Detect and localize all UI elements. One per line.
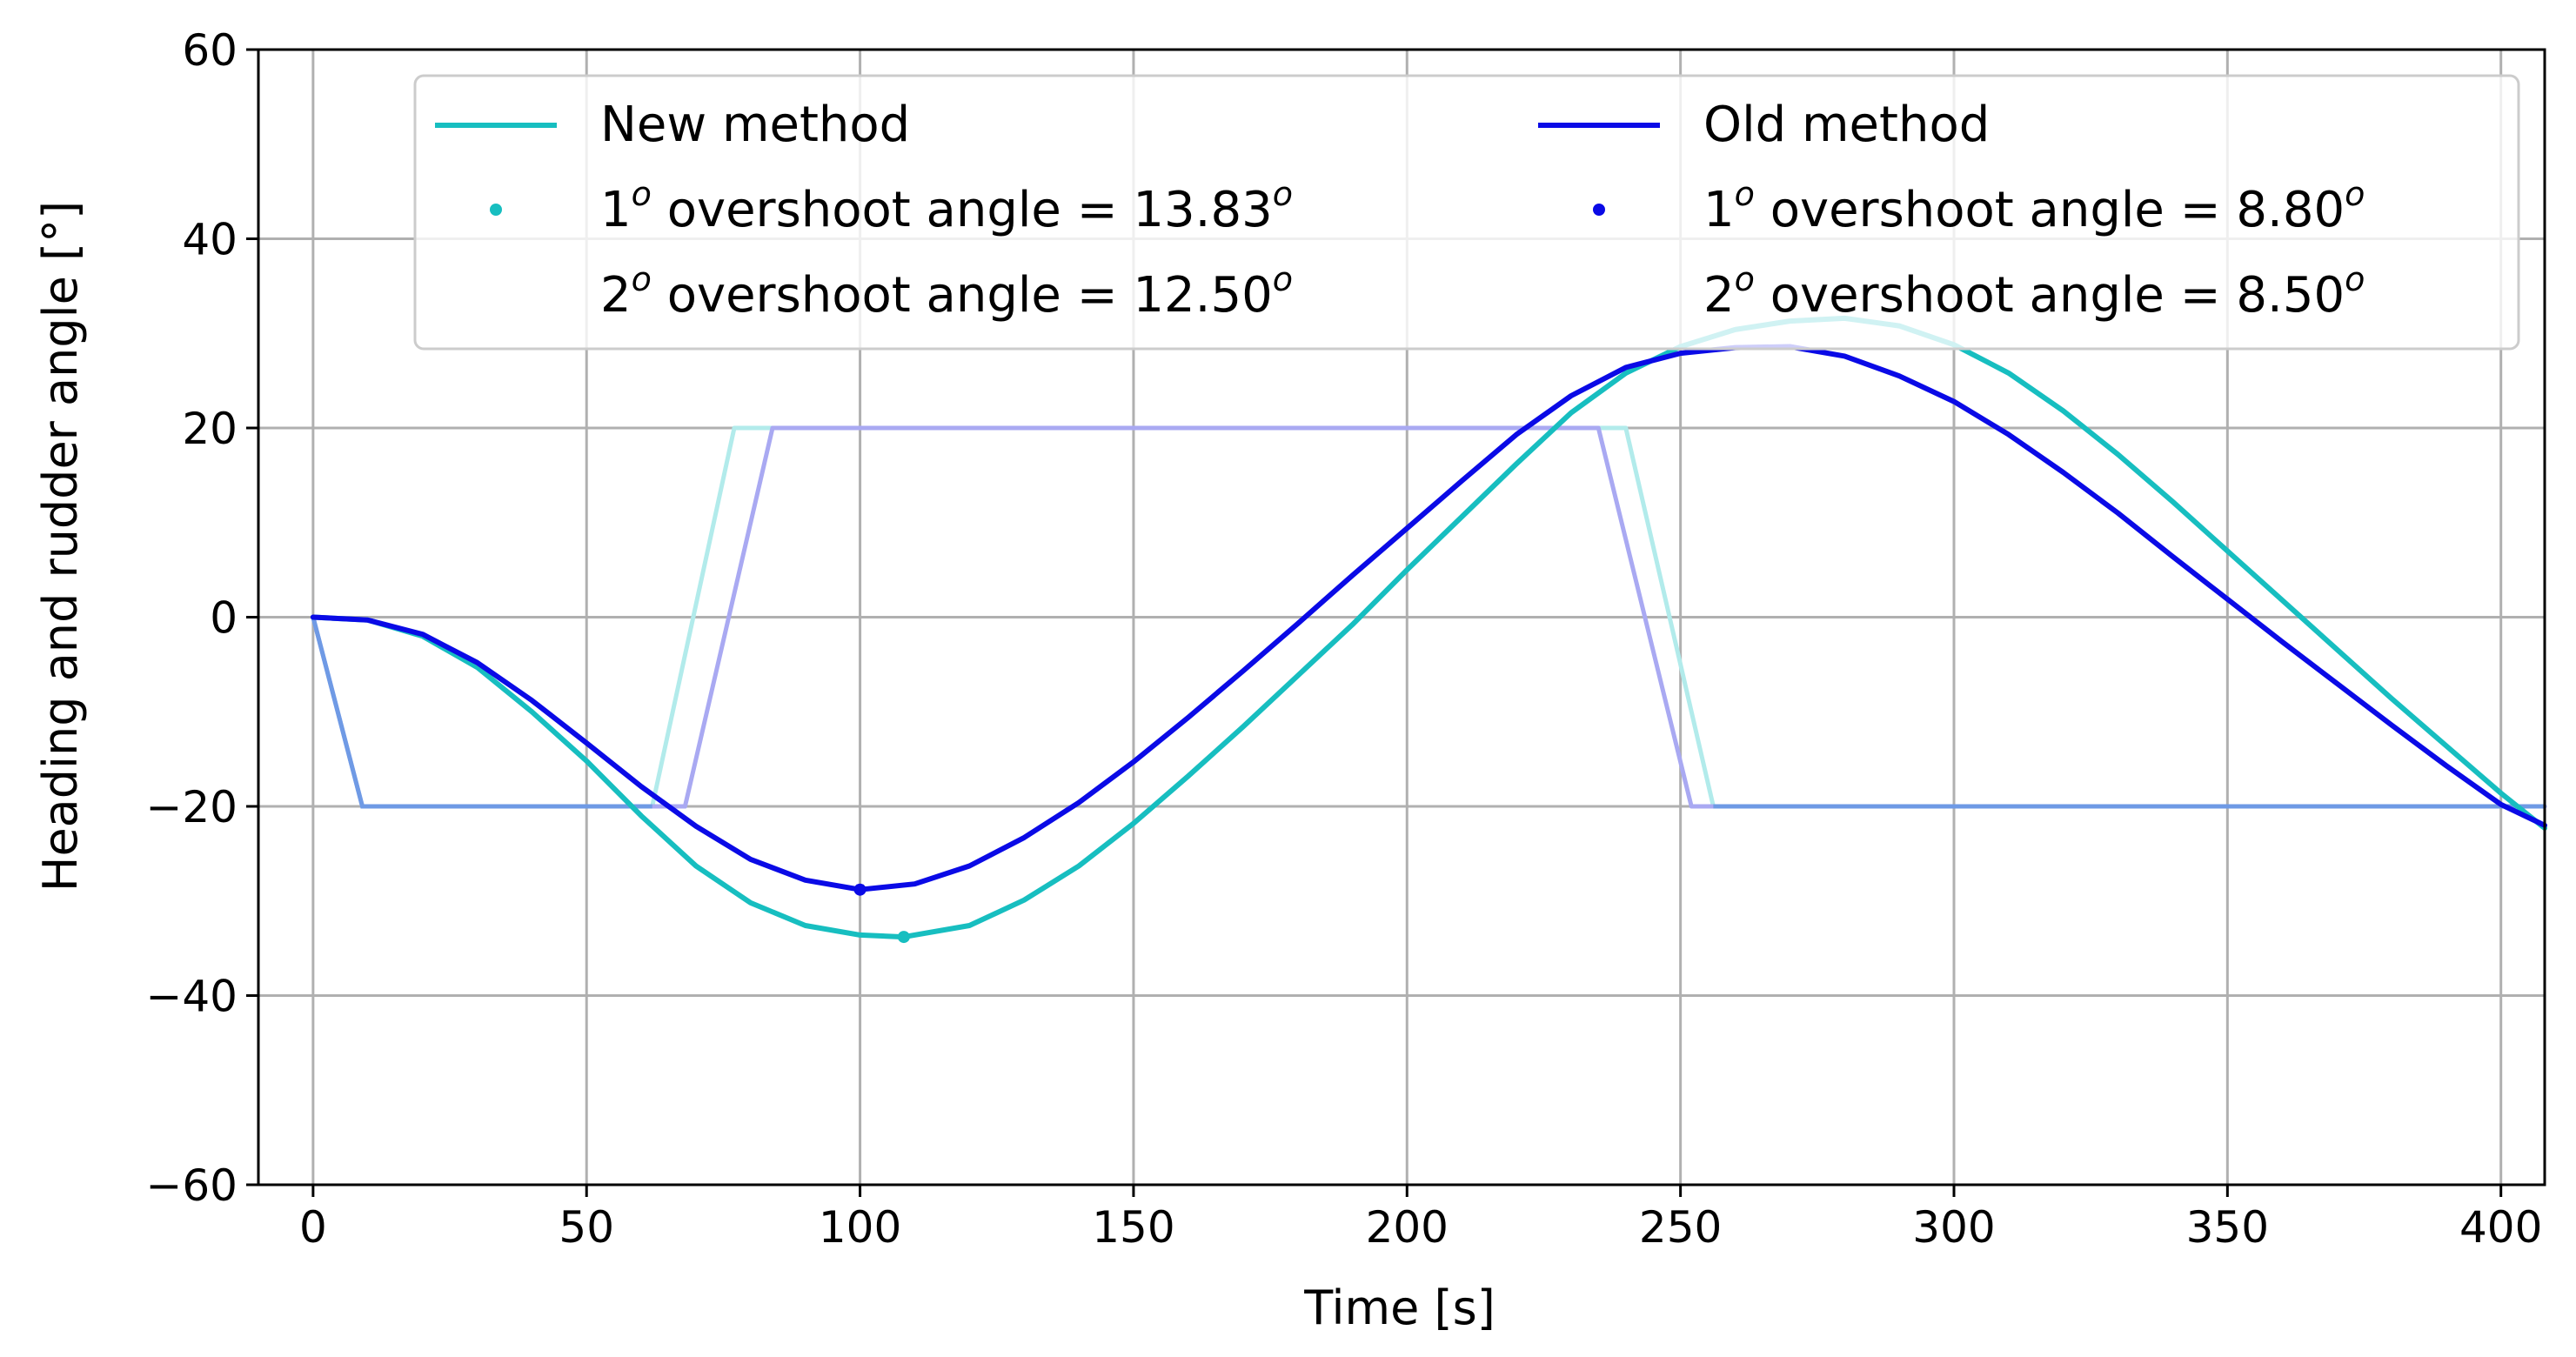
legend: New method 1o overshoot angle = 13.83o 2… xyxy=(413,74,2520,351)
legend-new-second-ordinal: 2 xyxy=(600,267,632,324)
legend-new-first-sup: o xyxy=(632,175,652,213)
legend-new-second-unit: o xyxy=(1273,260,1293,298)
x-tick-label-2: 100 xyxy=(819,1202,901,1253)
legend-old-second-ordinal: 2 xyxy=(1703,267,1735,324)
x-tick-label-1: 50 xyxy=(559,1202,614,1253)
legend-old-first-overshoot: 1o overshoot angle = 8.80o xyxy=(1703,175,2365,238)
overshoot-markers xyxy=(853,883,910,944)
y-axis-ticks: 60 40 20 0 −20 −40 −60 xyxy=(145,25,258,1211)
x-axis-label: Time [s] xyxy=(1303,1280,1495,1335)
legend-old-second-sup: o xyxy=(1735,260,1755,298)
rudder-series-group xyxy=(311,425,2547,809)
overshoot-marker-0 xyxy=(897,931,910,944)
heading-series-group xyxy=(310,315,2547,940)
x-tick-label-5: 250 xyxy=(1639,1202,1722,1253)
legend-old-second-unit: o xyxy=(2345,260,2365,298)
legend-new-second-equals: = xyxy=(1077,267,1134,324)
legend-new-first-overshoot: 1o overshoot angle = 13.83o xyxy=(600,175,1293,238)
y-tick-label-4: −20 xyxy=(145,782,238,832)
x-axis-ticks: 0 50 100 150 200 250 300 350 400 xyxy=(299,1185,2542,1253)
x-tick-label-6: 300 xyxy=(1912,1202,1995,1253)
legend-old-first-unit: o xyxy=(2345,175,2365,213)
x-tick-label-7: 350 xyxy=(2186,1202,2269,1253)
x-tick-label-0: 0 xyxy=(299,1202,327,1253)
y-tick-label-6: −60 xyxy=(145,1160,238,1211)
x-tick-label-4: 200 xyxy=(1366,1202,1449,1253)
legend-new-method-marker xyxy=(490,204,502,216)
y-axis-label: Heading and rudder angle [°] xyxy=(33,201,88,892)
legend-old-first-value: 8.80 xyxy=(2236,182,2345,238)
legend-new-second-value: 12.50 xyxy=(1133,267,1272,324)
x-tick-label-8: 400 xyxy=(2459,1202,2542,1253)
y-tick-label-1: 40 xyxy=(182,215,238,265)
y-tick-label-2: 20 xyxy=(182,404,238,454)
legend-new-first-ordinal: 1 xyxy=(600,182,632,238)
legend-new-method-label: New method xyxy=(600,97,910,153)
legend-old-second-equals: = xyxy=(2180,267,2237,324)
y-tick-label-3: 0 xyxy=(210,593,238,644)
legend-old-method-label: Old method xyxy=(1703,97,1990,153)
legend-old-second-overshoot: 2o overshoot angle = 8.50o xyxy=(1703,260,2365,324)
series-new-method xyxy=(310,315,2547,940)
legend-old-first-sup: o xyxy=(1735,175,1755,213)
x-tick-label-3: 150 xyxy=(1092,1202,1174,1253)
legend-new-first-text: overshoot angle xyxy=(652,182,1077,238)
series-old-method xyxy=(310,344,2547,892)
y-tick-label-0: 60 xyxy=(182,25,238,76)
legend-new-first-unit: o xyxy=(1273,175,1293,213)
legend-new-second-overshoot: 2o overshoot angle = 12.50o xyxy=(600,260,1293,324)
legend-old-second-text: overshoot angle xyxy=(1755,267,2180,324)
legend-box xyxy=(413,74,2520,351)
y-tick-label-5: −40 xyxy=(145,972,238,1022)
legend-old-first-text: overshoot angle xyxy=(1755,182,2180,238)
legend-new-first-equals: = xyxy=(1077,182,1134,238)
legend-old-first-equals: = xyxy=(2180,182,2237,238)
legend-old-method-marker xyxy=(1593,204,1605,216)
series-rudder-common-start xyxy=(311,616,652,809)
legend-new-second-text: overshoot angle xyxy=(652,267,1077,324)
legend-old-first-ordinal: 1 xyxy=(1703,182,1735,238)
legend-new-second-sup: o xyxy=(632,260,652,298)
legend-old-second-value: 8.50 xyxy=(2236,267,2345,324)
legend-new-first-value: 13.83 xyxy=(1133,182,1272,238)
overshoot-marker-1 xyxy=(853,883,866,896)
